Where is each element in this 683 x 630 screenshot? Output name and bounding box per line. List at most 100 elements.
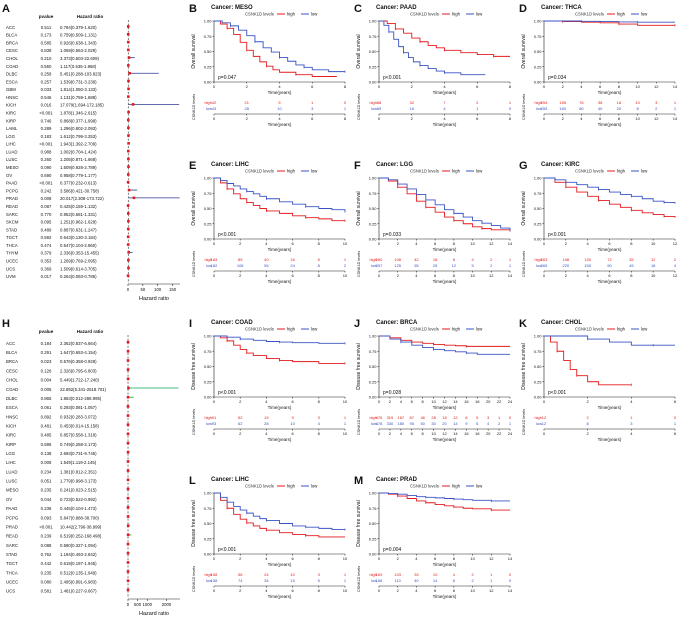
svg-text:4: 4 [487,421,490,426]
svg-text:1.00: 1.00 [534,334,543,339]
svg-text:130: 130 [584,257,591,262]
svg-text:0: 0 [378,399,381,404]
svg-text:CSNK1D levels: CSNK1D levels [522,409,526,435]
svg-text:0.00: 0.00 [534,395,543,400]
svg-text:PRAD: PRAD [6,196,18,201]
svg-text:0.00: 0.00 [204,552,213,557]
svg-text:6: 6 [311,84,314,89]
svg-text:high: high [617,12,626,17]
svg-text:p<0.001: p<0.001 [548,390,566,396]
svg-text:2: 2 [471,572,474,577]
svg-text:Time(years): Time(years) [598,247,622,252]
svg-text:5: 5 [318,578,321,583]
svg-text:CSNK1D levels: CSNK1D levels [575,327,604,332]
svg-text:10: 10 [431,399,436,404]
svg-text:3.586(0.421-30.758): 3.586(0.421-30.758) [60,188,100,193]
svg-text:CSNK1D levels: CSNK1D levels [357,251,361,277]
svg-text:183: 183 [211,257,218,262]
svg-text:6: 6 [291,588,294,593]
svg-text:87: 87 [410,415,415,420]
svg-text:0: 0 [378,116,381,121]
svg-text:6: 6 [476,421,479,426]
svg-text:1: 1 [509,257,512,262]
svg-text:0.126: 0.126 [41,368,52,373]
svg-text:0.580(0.327-1.094): 0.580(0.327-1.094) [60,543,97,548]
svg-text:high: high [534,257,542,262]
svg-text:0.00: 0.00 [204,237,213,242]
svg-text:12: 12 [542,415,547,420]
svg-text:0.377(0.232-0.613): 0.377(0.232-0.613) [60,181,97,186]
svg-text:Time(years): Time(years) [268,90,292,95]
svg-text:6: 6 [476,116,479,121]
svg-text:0.379: 0.379 [41,251,52,256]
svg-text:Time(years): Time(years) [268,437,292,442]
svg-text:18: 18 [442,415,447,420]
svg-text:10: 10 [470,588,475,593]
svg-text:0.50: 0.50 [204,364,213,369]
svg-text:F: F [354,160,361,172]
svg-text:UCS: UCS [6,266,15,271]
svg-text:1: 1 [490,572,493,577]
svg-text:476: 476 [376,415,383,420]
svg-text:0.932(0.283-3.072): 0.932(0.283-3.072) [60,414,97,419]
svg-text:1: 1 [344,415,347,420]
svg-text:0.293(0.081-1.057): 0.293(0.081-1.057) [60,405,97,410]
svg-text:2: 2 [239,241,242,246]
svg-text:Disease free survival: Disease free survival [356,500,362,546]
svg-text:6: 6 [599,84,602,89]
svg-text:0.236: 0.236 [41,506,52,511]
svg-text:1.002(0.704-1.424): 1.002(0.704-1.424) [60,149,97,154]
svg-text:ESCA: ESCA [6,405,18,410]
svg-text:0: 0 [213,84,216,89]
svg-text:0.25: 0.25 [204,536,213,541]
svg-text:10: 10 [651,241,656,246]
svg-text:20: 20 [486,431,491,436]
svg-text:high: high [452,169,461,174]
svg-text:8: 8 [318,273,321,278]
svg-text:4: 4 [265,273,268,278]
svg-text:PCPG: PCPG [6,188,19,193]
svg-text:high: high [204,257,212,262]
svg-text:B: B [189,3,197,15]
svg-text:2.362(0.837-6.664): 2.362(0.837-6.664) [60,341,97,346]
svg-text:p<0.001: p<0.001 [383,75,401,81]
svg-text:89: 89 [377,106,382,111]
svg-text:12: 12 [489,588,494,593]
svg-text:2: 2 [674,257,677,262]
svg-text:p=0.033: p=0.033 [383,232,401,238]
svg-text:4: 4 [471,257,474,262]
svg-text:14: 14 [673,84,678,89]
svg-text:0: 0 [509,572,512,577]
svg-text:319: 319 [387,415,394,420]
svg-text:high: high [369,257,377,262]
svg-text:1: 1 [509,263,512,268]
svg-text:2: 2 [239,556,242,561]
svg-text:0: 0 [378,431,381,436]
svg-text:0.235: 0.235 [41,570,52,575]
svg-text:p=0.047: p=0.047 [218,75,236,81]
svg-text:TGCT: TGCT [6,561,18,566]
svg-text:0.75: 0.75 [369,349,378,354]
svg-text:READ: READ [6,534,18,539]
svg-text:0.511: 0.511 [41,25,52,30]
svg-text:0.512(0.135-1.949): 0.512(0.135-1.949) [60,570,97,575]
svg-text:1.00: 1.00 [204,19,213,24]
svg-text:1.863(0.012-288.995): 1.863(0.012-288.995) [60,396,102,401]
svg-text:0.619(0.197-1.945): 0.619(0.197-1.945) [60,561,97,566]
svg-text:KIRP: KIRP [6,442,16,447]
svg-text:4: 4 [630,399,633,404]
svg-text:CSNK1D levels: CSNK1D levels [410,12,439,17]
svg-text:8: 8 [465,415,468,420]
svg-text:Time(years): Time(years) [433,122,457,127]
svg-text:1: 1 [311,100,314,105]
svg-text:low: low [641,327,648,332]
svg-text:BLCA: BLCA [6,33,17,38]
svg-text:106: 106 [237,263,244,268]
svg-text:0: 0 [344,100,347,105]
svg-text:4: 4 [415,588,418,593]
svg-text:14: 14 [508,556,513,561]
svg-text:Time(years): Time(years) [433,247,457,252]
svg-text:Cancer: LIHC: Cancer: LIHC [211,162,250,168]
svg-text:0.25: 0.25 [534,221,543,226]
